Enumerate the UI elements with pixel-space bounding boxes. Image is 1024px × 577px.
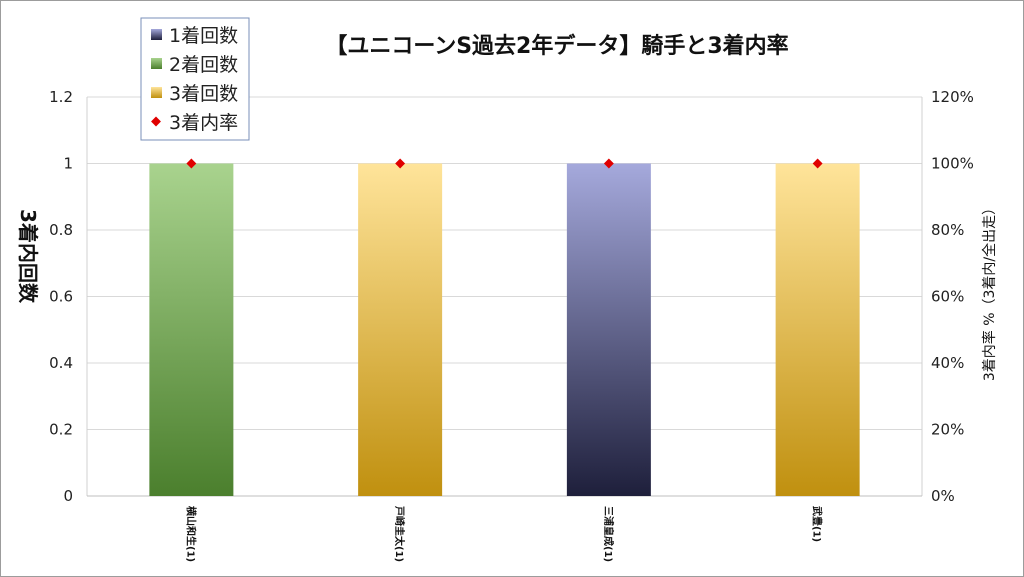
bar: [775, 163, 860, 496]
bar: [566, 163, 651, 496]
y2-tick-label: 40%: [931, 354, 964, 372]
y-tick-label: 1.2: [49, 88, 73, 106]
x-tick-label: 戸崎圭太(1): [393, 506, 406, 562]
legend-swatch: [151, 87, 162, 98]
rate-marker: [603, 158, 614, 169]
rate-marker: [186, 158, 197, 169]
y-tick-label: 0.4: [49, 354, 73, 372]
legend-label: 3着回数: [169, 83, 238, 105]
rate-markers: [186, 158, 823, 169]
y2-tick-label: 20%: [931, 421, 964, 439]
x-tick-label: 武豊(1): [811, 506, 824, 542]
y2-tick-label: 60%: [931, 288, 964, 306]
chart-title: 【ユニコーンS過去2年データ】騎手と3着内率: [325, 33, 788, 59]
secondary-y-axis-label: 3着内率 %（3着内/全出走）: [981, 201, 998, 381]
rate-marker: [812, 158, 823, 169]
y-tick-label: 0.2: [49, 421, 73, 439]
bars: [149, 163, 860, 496]
legend-swatch: [151, 29, 162, 40]
legend-label: 3着内率: [169, 112, 238, 134]
x-tick-label: 横山和生(1): [184, 506, 197, 562]
legend-swatch: [151, 116, 161, 127]
legend-label: 1着回数: [169, 25, 238, 47]
y-tick-label: 1: [63, 155, 73, 173]
x-tick-label: 三浦皇成(1): [602, 506, 615, 562]
bar: [358, 163, 443, 496]
y2-tick-label: 120%: [931, 88, 974, 106]
y-tick-label: 0.6: [49, 288, 73, 306]
bar: [149, 163, 234, 496]
legend-swatch: [151, 58, 162, 69]
y-tick-label: 0.8: [49, 221, 73, 239]
y2-tick-label: 0%: [931, 487, 955, 505]
y2-tick-label: 100%: [931, 155, 974, 173]
y2-tick-label: 80%: [931, 221, 964, 239]
rate-marker: [395, 158, 406, 169]
y-axis-label: 3着内回数: [16, 209, 40, 304]
y-tick-label: 0: [63, 487, 73, 505]
legend: 1着回数 2着回数 3着回数 3着内率: [140, 17, 250, 141]
legend-label: 2着回数: [169, 54, 238, 76]
